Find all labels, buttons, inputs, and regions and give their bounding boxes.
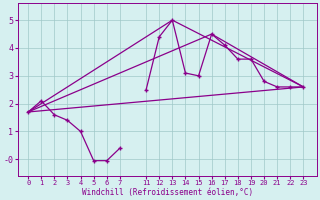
- X-axis label: Windchill (Refroidissement éolien,°C): Windchill (Refroidissement éolien,°C): [82, 188, 253, 197]
